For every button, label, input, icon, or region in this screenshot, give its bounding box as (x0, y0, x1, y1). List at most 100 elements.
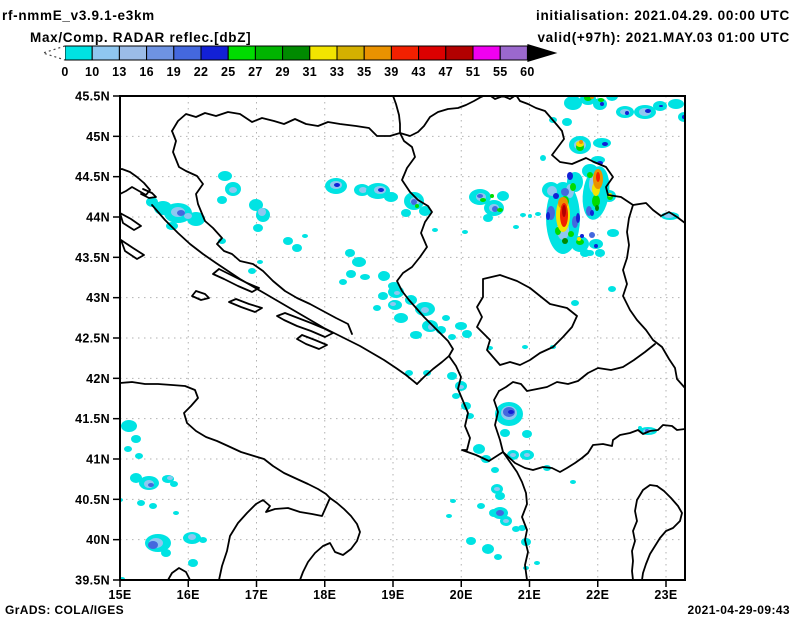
radar-echo (131, 435, 141, 443)
border-greece-ionian-coast (502, 451, 529, 580)
colorbar-segment (254, 45, 284, 61)
radar-echo (546, 212, 550, 220)
radar-echo (587, 172, 593, 178)
border-albania-east (448, 355, 504, 462)
radar-echo (462, 230, 468, 234)
border-italy-coast-south (167, 567, 191, 580)
radar-echo (401, 209, 411, 217)
radar-echo (447, 372, 457, 380)
radar-echo (249, 199, 263, 211)
colorbar-tick-label: 22 (194, 65, 209, 79)
radar-echo (482, 544, 494, 554)
radar-echo (494, 487, 500, 491)
radar-echo (177, 210, 185, 216)
radar-echo (184, 213, 192, 219)
colorbar-segment (499, 45, 528, 61)
border-greece-coast-east (641, 485, 683, 580)
radar-echo (513, 225, 519, 229)
radar-echo (522, 430, 532, 438)
radar-echo (167, 476, 173, 480)
radar-echo (586, 250, 594, 256)
lon-label: 15E (108, 588, 131, 602)
radar-echo (500, 429, 510, 437)
radar-echo (528, 214, 532, 218)
radar-echo (130, 473, 142, 483)
lat-label: 42.5N (75, 331, 110, 345)
radar-echo (645, 109, 651, 113)
radar-echo (595, 249, 605, 257)
radar-echo (442, 315, 450, 321)
border-greece-north (502, 424, 685, 473)
radar-echo (161, 549, 171, 557)
radar-echo (378, 271, 390, 281)
radar-echo (535, 212, 541, 216)
radar-echo (394, 291, 400, 295)
border-island-3 (212, 268, 260, 293)
colorbar-tick-label: 13 (112, 65, 127, 79)
lon-label: 20E (450, 588, 473, 602)
colorbar-segment (309, 45, 338, 61)
colorbar-tick-label: 55 (493, 65, 508, 79)
border-gargano-gulf (218, 497, 331, 580)
radar-echo (411, 199, 417, 205)
lon-label: 21E (518, 588, 541, 602)
colorbar-tick-label: 31 (303, 65, 318, 79)
radar-echo (173, 511, 179, 515)
radar-echo (497, 191, 509, 201)
radar-echo (199, 537, 207, 543)
border-istria-tip (140, 188, 157, 199)
border-danube-north (489, 96, 685, 224)
radar-echo (346, 270, 356, 278)
colorbar-tick-label: 47 (439, 65, 454, 79)
lat-label: 44N (86, 210, 110, 224)
radar-echo (638, 426, 642, 430)
lon-label: 19E (381, 588, 404, 602)
radar-echo (678, 112, 685, 122)
radar-echo (553, 193, 559, 199)
lon-label: 16E (177, 588, 200, 602)
radar-echo (576, 213, 580, 223)
radar-echo (339, 279, 347, 285)
radar-echo (520, 213, 526, 217)
radar-echo (394, 313, 408, 323)
radar-echoes (120, 96, 685, 580)
radar-echo (360, 274, 370, 280)
radar-echo (503, 519, 509, 523)
radar-echo (497, 208, 503, 212)
lat-label: 44.5N (75, 170, 110, 184)
grid-lines (120, 96, 685, 580)
colorbar-tick-label: 25 (221, 65, 236, 79)
lat-label: 40.5N (75, 493, 110, 507)
radar-echo (477, 194, 483, 198)
border-island-4 (228, 298, 263, 313)
radar-echo (495, 492, 505, 500)
radar-echo (602, 142, 608, 146)
lat-label: 40N (86, 533, 110, 547)
border-island-peljesac (276, 312, 334, 338)
radar-echo (600, 102, 604, 106)
radar-echo (121, 420, 137, 432)
radar-echo (490, 194, 494, 198)
lat-label: 41.5N (75, 412, 110, 426)
radar-echo (419, 206, 431, 216)
radar-echo (149, 503, 157, 509)
colorbar-tick-label: 16 (139, 65, 154, 79)
lat-label: 42N (86, 372, 110, 386)
radar-echo (352, 257, 366, 267)
radar-echo (562, 205, 566, 217)
radar-echo (124, 446, 132, 452)
lat-label: 39.5N (75, 573, 110, 587)
radar-echo (579, 140, 583, 144)
colorbar-segment (472, 45, 501, 61)
radar-echo (584, 96, 592, 101)
radar-echo (494, 554, 502, 560)
radar-echo (522, 345, 528, 349)
radar-echo (596, 172, 600, 182)
radar-echo (540, 155, 546, 161)
radar-echo (664, 214, 674, 218)
colorbar-tick-label: 27 (248, 65, 263, 79)
radar-echo (415, 204, 419, 208)
radar-echo (564, 96, 582, 110)
border-island-6 (296, 334, 328, 350)
colorbar-tick-label: 60 (520, 65, 535, 79)
